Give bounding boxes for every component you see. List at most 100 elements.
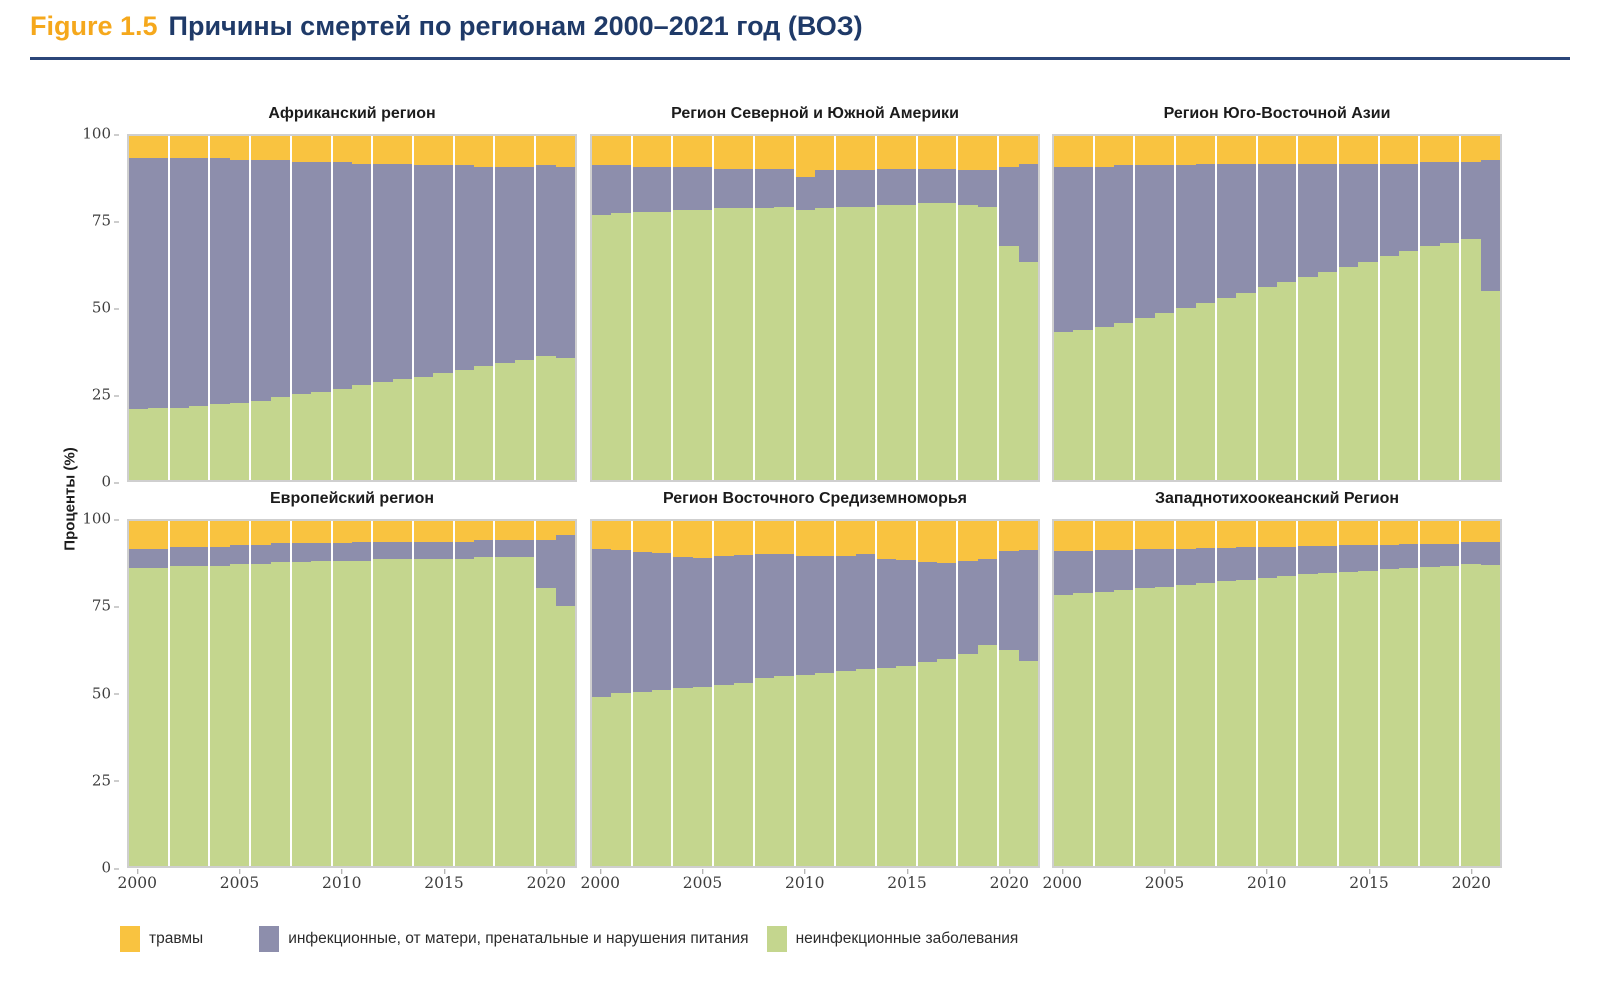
bar-segment-injuries [999,136,1019,167]
bar-segment-ncd [351,560,372,866]
x-tick-2015: 2015 [424,869,464,892]
bar-segment-infectious [536,539,556,589]
bar-segment-infectious [1216,163,1237,298]
bar-segment-ncd [169,407,190,480]
bar-segment-infectious [229,545,250,565]
bar-2009 [311,136,333,480]
bar-2011 [351,521,374,866]
bar-segment-injuries [673,136,693,167]
bar-segment-injuries [433,136,453,166]
x-axis-ticks: 2000 2005 2010 2015 2020 [117,868,577,896]
bar-segment-injuries [733,136,753,169]
bar-segment-infectious [754,553,775,678]
bar-segment-injuries [1317,521,1338,546]
bar-2006 [251,521,271,866]
bar-segment-injuries [474,521,494,540]
bar-segment-injuries [251,136,271,161]
subplot-title: Западнотихоокеанский Регион [1155,490,1399,507]
bar-segment-injuries [1358,521,1378,546]
bar-2007 [733,521,755,866]
bar-2007 [1195,521,1217,866]
bar-2002 [169,521,190,866]
bar-segment-ncd [673,209,693,480]
bar-2019 [1439,136,1462,480]
bar-segment-injuries [454,136,475,166]
bar-segment-injuries [148,136,168,159]
bar-segment-injuries [189,521,209,547]
bar-2008 [1216,521,1237,866]
bar-segment-ncd [673,688,693,866]
bar-2010 [1257,521,1277,866]
bar-segment-injuries [1480,521,1500,542]
bar-segment-infectious [555,166,575,358]
bar-2004 [210,136,230,480]
subplot-americas-region: Регион Северной и Южной Америки [590,105,1040,482]
bar-2006 [1176,521,1196,866]
bar-segment-ncd [1276,576,1297,866]
bar-segment-ncd [189,406,209,480]
bar-segment-injuries [673,521,693,558]
bar-segment-ncd [611,213,631,480]
bar-segment-ncd [652,211,672,480]
bar-segment-infectious [592,548,612,697]
bar-segment-ncd [251,564,271,866]
bar-segment-ncd [1135,588,1155,866]
bar-segment-injuries [1298,521,1318,547]
bar-segment-ncd [692,209,713,480]
bar-segment-ncd [555,605,575,866]
bar-segment-ncd [311,560,331,866]
bar-segment-infectious [291,161,312,394]
bar-segment-infectious [1094,550,1115,592]
bar-segment-injuries [1379,136,1400,164]
bar-segment-injuries [692,521,713,558]
bar-segment-infectious [999,551,1019,651]
bar-segment-infectious [1461,161,1481,240]
bar-segment-injuries [611,521,631,551]
bar-segment-infectious [1216,547,1237,582]
bar-2008 [1216,136,1237,480]
bar-segment-infectious [351,541,372,561]
bar-2010 [332,521,352,866]
bar-segment-ncd [1216,297,1237,480]
bar-segment-ncd [733,208,753,480]
bar-segment-injuries [270,136,290,161]
bar-segment-ncd [1114,589,1134,866]
y-axis-ticks: 100 75 50 25 0 [79,511,121,875]
bar-segment-injuries [1461,136,1481,162]
bar-segment-infectious [332,543,352,561]
bar-2021 [555,521,575,866]
bar-2007 [733,136,755,480]
bar-2020 [536,521,556,866]
bar-2000 [592,136,612,480]
bar-2008 [291,136,312,480]
legend-label: инфекционные, от матери, пренатальные и … [288,930,749,947]
bar-segment-injuries [1339,136,1359,164]
bar-segment-ncd [836,671,856,866]
bar-segment-ncd [1317,271,1338,480]
bar-segment-ncd [1461,564,1481,866]
legend: травмы инфекционные, от матери, пренатал… [120,926,1018,952]
bar-2005 [229,136,252,480]
bar-segment-ncd [1018,660,1038,866]
bar-segment-ncd [270,562,290,866]
bar-2013 [392,136,415,480]
bar-2011 [1276,136,1299,480]
bar-2020 [999,521,1019,866]
bar-segment-injuries [311,136,331,162]
x-tick-2010: 2010 [322,869,362,892]
bar-segment-ncd [454,558,475,866]
bar-segment-ncd [148,407,168,480]
bar-2016 [454,521,475,866]
bar-segment-injuries [189,136,209,159]
x-tick-2015: 2015 [1349,869,1389,892]
bar-segment-injuries [536,521,556,540]
bar-segment-ncd [555,357,575,480]
bar-segment-ncd [977,206,998,480]
bar-segment-infectious [652,166,672,212]
legend-item-injuries: травмы [120,926,203,952]
bar-segment-ncd [1154,586,1175,866]
bar-segment-injuries [877,521,897,559]
bar-segment-ncd [877,667,897,866]
bar-segment-injuries [592,521,612,549]
bar-segment-infectious [433,165,453,374]
